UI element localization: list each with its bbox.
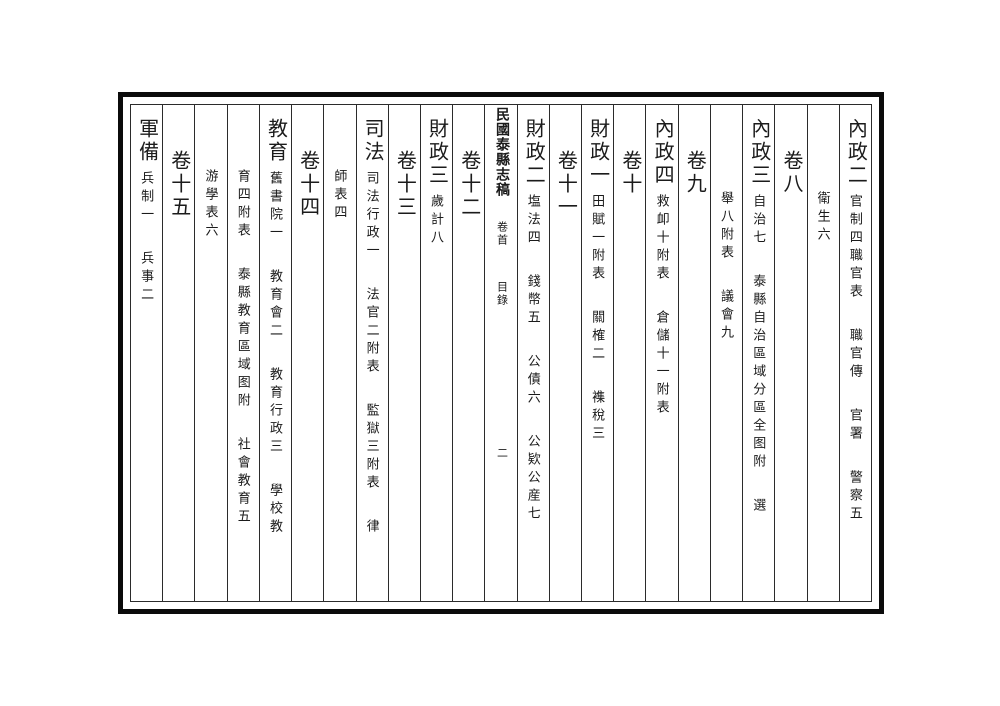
toc-entry: 育四附表 <box>235 169 251 241</box>
toc-column-juan-12: 卷十二 <box>453 105 486 601</box>
volume-label: 卷八 <box>779 150 802 196</box>
volume-label: 卷十五 <box>167 150 190 219</box>
toc-entry: 塩法四 <box>525 194 541 248</box>
toc-entry: 警察五 <box>847 470 863 524</box>
toc-entry: 自治七 <box>751 194 767 248</box>
toc-column-jiaoyu-cont-1: 育四附表泰縣教育區域图附社會教育五 <box>228 105 260 601</box>
contents-label: 目錄 <box>495 281 508 307</box>
toc-column-sifa-cont: 師表四 <box>324 105 357 601</box>
toc-entry: 監獄三附表 <box>364 403 380 493</box>
section-title: 司法 <box>361 118 384 164</box>
book-title: 民國泰縣志稿 <box>493 107 509 197</box>
toc-columns-frame: 內政二 官制四職官表 職官傳 官署 警察五 衛生六 卷八 內政三 自治七 泰縣自治區域分區全图附選… <box>130 104 872 602</box>
toc-column-jiaoyu-cont-2: 游學表六 <box>195 105 228 601</box>
toc-column-neizheng-2-cont: 衛生六 <box>808 105 840 601</box>
toc-entry: 職官傳 <box>847 328 863 382</box>
toc-column-jiaoyu: 教育舊書院一教育會二教育行政三學校教 <box>260 105 293 601</box>
toc-column-juan-10: 卷十 <box>614 105 647 601</box>
toc-entry: 公債六 <box>525 354 541 408</box>
section-title: 內政四 <box>651 118 674 187</box>
toc-column-caizheng-2: 財政二塩法四錢幣五公債六公欵公産七 <box>518 105 550 601</box>
toc-entry: 兵制一 <box>139 171 155 225</box>
toc-entry: 司法行政一 <box>364 171 380 261</box>
toc-column-caizheng-1: 財政一田賦一附表關榷二襍稅三 <box>582 105 615 601</box>
section-title: 財政二 <box>522 118 545 187</box>
toc-entry: 泰縣教育區域图附 <box>235 267 251 411</box>
toc-entry: 法官二附表 <box>364 287 380 377</box>
toc-column-juan-11: 卷十一 <box>550 105 583 601</box>
toc-column-juan-15: 卷十五 <box>163 105 196 601</box>
toc-entry: 救卹十附表 <box>654 194 670 284</box>
toc-column-neizheng-2: 內政二官制四職官表職官傳官署警察五 <box>840 105 871 601</box>
section-title: 財政三 <box>425 118 448 187</box>
toc-entry: 官制四職官表 <box>847 194 863 302</box>
toc-entry: 衛生六 <box>815 191 831 245</box>
toc-column-banxin-title: 民國泰縣志稿卷首目錄二 <box>485 105 518 601</box>
section-title: 教育 <box>264 118 287 164</box>
volume-label: 卷十三 <box>393 150 416 219</box>
toc-entry: 官署 <box>847 408 863 444</box>
toc-column-juan-9: 卷九 <box>679 105 711 601</box>
section-title: 軍備 <box>135 118 158 164</box>
volume-label: 卷十二 <box>457 150 480 219</box>
toc-entry: 社會教育五 <box>235 437 251 527</box>
toc-entry: 學校教 <box>267 483 283 537</box>
toc-entry: 兵事二 <box>139 251 155 305</box>
toc-entry: 公欵公産七 <box>525 434 541 524</box>
section-title: 財政一 <box>586 118 609 187</box>
toc-entry: 舉八附表 <box>719 191 735 263</box>
toc-entry: 選 <box>751 498 767 516</box>
toc-entry: 歲計八 <box>429 194 445 248</box>
volume-label: 卷十一 <box>554 150 577 219</box>
toc-column-juan-13: 卷十三 <box>389 105 421 601</box>
toc-column-neizheng-3-cont: 舉八附表 議會九 <box>711 105 744 601</box>
section-title: 內政二 <box>844 118 867 187</box>
volume-label: 卷九 <box>683 150 706 196</box>
folio-number: 二 <box>495 447 508 460</box>
toc-entry: 襍稅三 <box>590 390 606 444</box>
toc-entry: 泰縣自治區域分區全图附 <box>751 274 767 472</box>
toc-entry: 議會九 <box>719 289 735 343</box>
toc-entry: 田賦一附表 <box>590 194 606 284</box>
toc-column-juan-8: 卷八 <box>775 105 808 601</box>
toc-column-neizheng-4: 內政四救卹十附表倉儲十一附表 <box>646 105 679 601</box>
page-border-outer: 內政二 官制四職官表 職官傳 官署 警察五 衛生六 卷八 內政三 自治七 泰縣自治區域分區全图附選… <box>118 92 884 614</box>
toc-column-junbei: 軍備 兵制一 兵事二 <box>131 105 164 601</box>
toc-column-sifa: 司法司法行政一法官二附表監獄三附表律 <box>357 105 389 601</box>
toc-entry: 倉儲十一附表 <box>654 310 670 418</box>
toc-entry: 關榷二 <box>590 310 606 364</box>
part-label: 卷首 <box>495 221 508 247</box>
toc-entry: 錢幣五 <box>525 274 541 328</box>
toc-entry: 律 <box>364 519 380 537</box>
toc-entry: 師表四 <box>332 169 348 223</box>
toc-entry: 教育行政三 <box>267 367 283 457</box>
toc-column-caizheng-3: 財政三 歲計八 <box>421 105 454 601</box>
volume-label: 卷十四 <box>296 150 319 219</box>
toc-entry: 教育會二 <box>267 269 283 341</box>
section-title: 內政三 <box>747 118 770 187</box>
toc-column-neizheng-3: 內政三自治七泰縣自治區域分區全图附選 <box>743 105 776 601</box>
toc-entry: 游學表六 <box>203 169 219 241</box>
toc-column-juan-14: 卷十四 <box>292 105 325 601</box>
toc-entry: 舊書院一 <box>267 171 283 243</box>
volume-label: 卷十 <box>618 150 641 196</box>
